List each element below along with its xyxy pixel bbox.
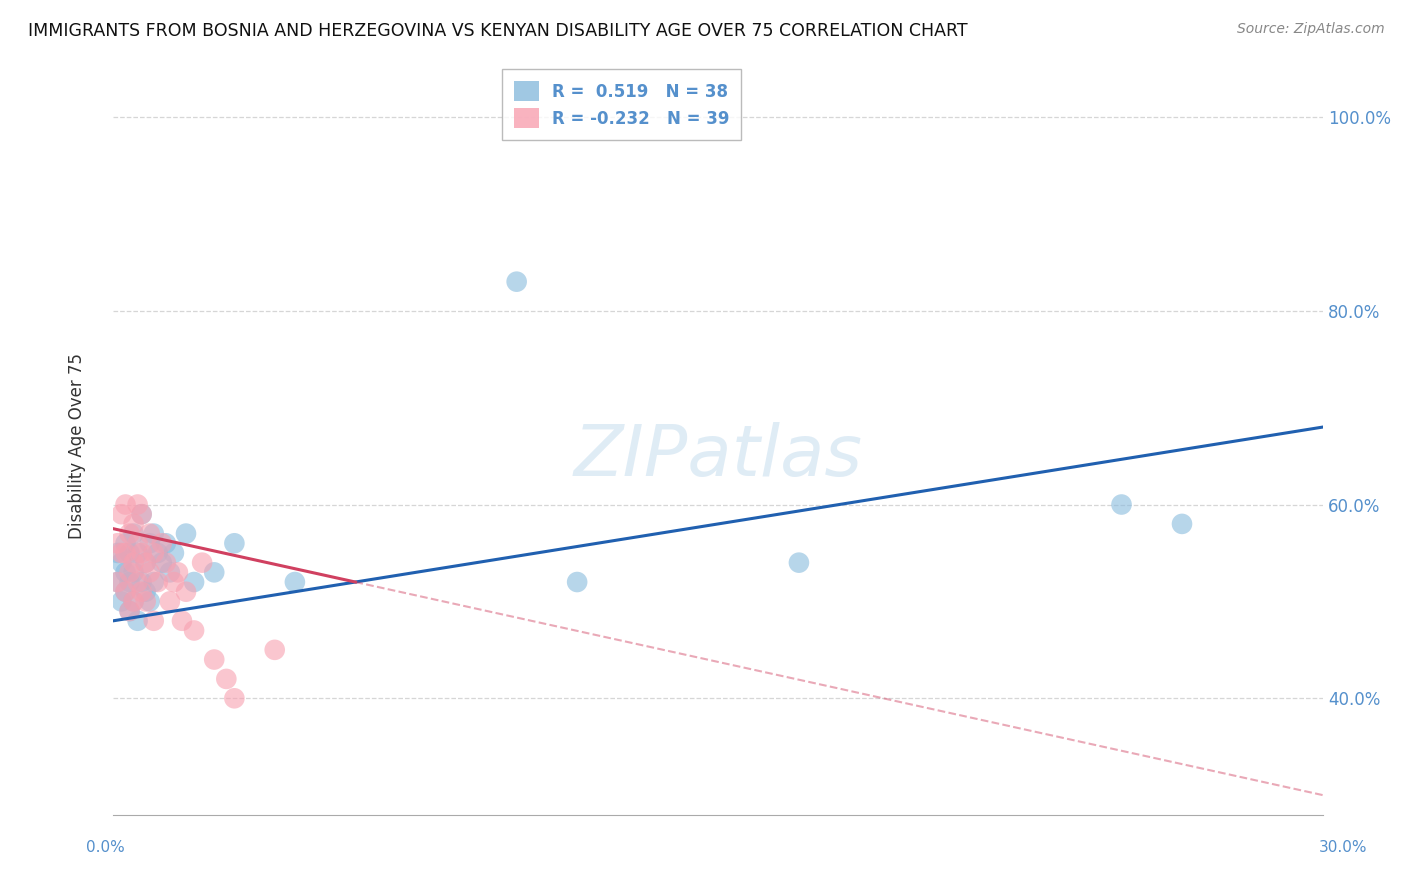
Point <box>505 275 527 289</box>
Point <box>118 604 141 618</box>
Point <box>142 614 165 628</box>
Point <box>110 507 132 521</box>
Point <box>118 526 141 541</box>
Point <box>150 556 173 570</box>
Point <box>107 536 129 550</box>
Point <box>215 672 238 686</box>
Point <box>131 574 153 589</box>
Text: Disability Age Over 75: Disability Age Over 75 <box>69 353 86 539</box>
Point <box>110 556 132 570</box>
Point <box>263 643 285 657</box>
Point <box>284 574 307 589</box>
Point <box>191 556 214 570</box>
Point <box>127 546 149 560</box>
Point <box>224 536 246 550</box>
Point <box>131 507 153 521</box>
Point <box>122 516 145 531</box>
Point <box>122 566 145 580</box>
Point <box>122 594 145 608</box>
Point <box>159 594 181 608</box>
Point <box>224 691 246 706</box>
Point <box>110 594 132 608</box>
Text: ZIPatlas: ZIPatlas <box>574 422 863 491</box>
Point <box>150 536 173 550</box>
Point <box>202 566 225 580</box>
Point <box>127 574 149 589</box>
Point <box>135 556 157 570</box>
Point <box>163 574 186 589</box>
Point <box>183 574 205 589</box>
Point <box>138 526 160 541</box>
Point <box>114 584 136 599</box>
Point <box>114 498 136 512</box>
Point <box>127 498 149 512</box>
Point <box>131 507 153 521</box>
Point <box>118 604 141 618</box>
Point <box>183 624 205 638</box>
Point <box>167 566 190 580</box>
Text: IMMIGRANTS FROM BOSNIA AND HERZEGOVINA VS KENYAN DISABILITY AGE OVER 75 CORRELAT: IMMIGRANTS FROM BOSNIA AND HERZEGOVINA V… <box>28 22 967 40</box>
Point <box>114 584 136 599</box>
Text: 0.0%: 0.0% <box>86 840 125 855</box>
Point <box>1111 498 1133 512</box>
Point <box>114 566 136 580</box>
Point <box>114 536 136 550</box>
Point <box>142 546 165 560</box>
Point <box>107 574 129 589</box>
Point <box>110 546 132 560</box>
Point <box>127 536 149 550</box>
Point <box>138 594 160 608</box>
Point <box>135 584 157 599</box>
Point <box>118 546 141 560</box>
Point <box>170 614 193 628</box>
Point <box>174 526 197 541</box>
Point <box>138 566 160 580</box>
Point <box>131 546 153 560</box>
Legend: R =  0.519   N = 38, R = -0.232   N = 39: R = 0.519 N = 38, R = -0.232 N = 39 <box>502 70 741 140</box>
Point <box>122 556 145 570</box>
Point <box>163 546 186 560</box>
Point <box>138 536 160 550</box>
Point <box>131 584 153 599</box>
Point <box>118 566 141 580</box>
Point <box>118 574 141 589</box>
Point <box>135 556 157 570</box>
Point <box>107 546 129 560</box>
Point <box>202 652 225 666</box>
Point <box>155 556 177 570</box>
Point <box>787 556 810 570</box>
Text: 30.0%: 30.0% <box>1319 840 1367 855</box>
Point <box>122 594 145 608</box>
Point <box>155 536 177 550</box>
Point <box>1171 516 1194 531</box>
Point <box>146 574 169 589</box>
Text: Source: ZipAtlas.com: Source: ZipAtlas.com <box>1237 22 1385 37</box>
Point <box>122 526 145 541</box>
Point <box>142 574 165 589</box>
Point <box>127 614 149 628</box>
Point <box>107 574 129 589</box>
Point <box>142 526 165 541</box>
Point <box>174 584 197 599</box>
Point <box>159 566 181 580</box>
Point <box>114 546 136 560</box>
Point <box>565 574 588 589</box>
Point <box>135 594 157 608</box>
Point <box>146 546 169 560</box>
